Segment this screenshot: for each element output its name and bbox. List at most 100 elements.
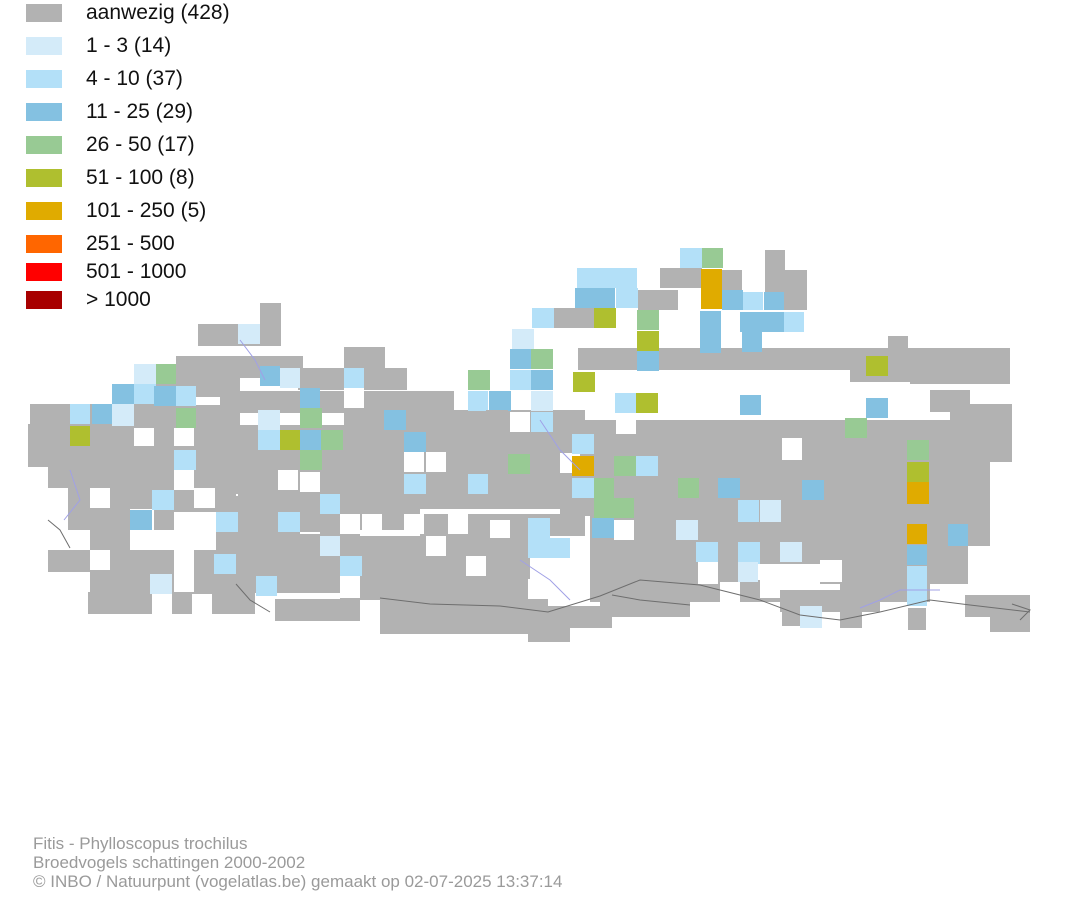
grid-cell-count — [300, 388, 320, 408]
grid-cell-count — [616, 288, 638, 308]
grid-cell-count — [800, 606, 822, 628]
grid-cell — [28, 424, 154, 446]
empty-cell — [466, 556, 486, 576]
grid-cell-count — [614, 456, 636, 476]
empty-cell — [90, 488, 110, 508]
grid-cell-count — [489, 391, 511, 411]
grid-cell-count — [92, 404, 112, 424]
empty-cell — [174, 512, 216, 550]
grid-cell-count — [134, 364, 156, 384]
legend-swatch — [26, 103, 62, 121]
grid-cell — [194, 466, 260, 488]
grid-cell-count — [134, 384, 156, 404]
grid-cell-count — [637, 351, 659, 371]
grid-cell — [580, 460, 990, 482]
grid-cell — [28, 445, 154, 467]
grid-cell-count — [738, 500, 759, 522]
grid-cell-count — [764, 292, 784, 310]
empty-cell — [236, 494, 238, 496]
grid-cell-count — [384, 410, 406, 430]
legend-label: 26 - 50 (17) — [86, 133, 195, 156]
grid-cell-count — [340, 556, 362, 576]
empty-cell — [490, 520, 510, 538]
legend-label: > 1000 — [86, 288, 151, 311]
empty-cell — [760, 578, 780, 598]
grid-cell — [910, 362, 1010, 384]
river-line — [63, 469, 940, 609]
grid-cell — [486, 410, 508, 426]
empty-cell — [404, 452, 424, 472]
grid-cell-count — [636, 456, 658, 476]
grid-cell-count — [152, 490, 174, 510]
country-border — [1011, 603, 1031, 621]
grid-cell-count — [176, 408, 196, 428]
grid-cell-count — [238, 324, 260, 344]
grid-cell-count — [637, 310, 659, 330]
grid-cell — [590, 542, 968, 564]
grid-cell-count — [260, 366, 280, 386]
grid-cell-count — [696, 542, 718, 562]
grid-cell-count — [300, 408, 322, 428]
grid-cell-count — [468, 474, 488, 494]
grid-cell — [68, 508, 130, 530]
empty-cell — [614, 520, 634, 540]
empty-cell — [174, 428, 194, 446]
grid-cell — [220, 391, 454, 413]
grid-cell-count — [575, 288, 615, 308]
empty-cell — [426, 536, 446, 556]
grid-cell — [820, 562, 968, 584]
grid-cell-count — [718, 478, 740, 498]
legend-swatch — [26, 136, 62, 154]
grid-cell — [215, 487, 560, 509]
empty-cell — [510, 412, 530, 432]
legend-label: 4 - 10 (37) — [86, 67, 183, 90]
grid-cell-count — [907, 440, 929, 460]
grid-cell — [344, 347, 385, 369]
empty-cell — [362, 514, 382, 534]
grid-cell — [554, 308, 594, 328]
grid-cell-count — [866, 398, 888, 418]
legend-swatch — [26, 4, 62, 22]
empty-cell — [192, 594, 212, 616]
grid-cell-count — [174, 450, 196, 470]
grid-cell-count — [404, 474, 426, 494]
dataset-name: Broedvogels schattingen 2000-2002 — [33, 853, 306, 872]
empty-cell — [300, 472, 320, 492]
grid-cell-count — [150, 574, 172, 594]
empty-cell — [548, 558, 568, 578]
empty-cell — [426, 452, 446, 472]
legend-swatch — [26, 263, 62, 281]
empty-cell — [782, 438, 802, 460]
grid-cell-count — [700, 311, 721, 353]
grid-cell — [888, 336, 908, 358]
legend-label: aanwezig (428) — [86, 1, 230, 24]
legend-swatch — [26, 169, 62, 187]
grid-cell-count — [738, 562, 758, 582]
legend-swatch — [26, 235, 62, 253]
grid-cell-count — [948, 524, 968, 546]
legend-label: 251 - 500 — [86, 232, 175, 255]
grid-cell-count — [615, 393, 636, 413]
grid-cell — [782, 606, 802, 626]
grid-cell-count — [594, 478, 614, 498]
grid-cell-count — [176, 386, 196, 406]
grid-cell-count — [510, 370, 531, 390]
country-border — [47, 519, 1031, 621]
grid-cell-count — [802, 480, 824, 500]
grid-cell — [172, 592, 255, 614]
grid-cell-count — [256, 576, 277, 596]
grid-cell-count — [531, 349, 553, 369]
grid-cell-count — [216, 512, 238, 532]
grid-cell-count — [508, 454, 530, 474]
grid-cell-count — [528, 518, 550, 538]
grid-cell-count — [592, 518, 614, 538]
grid-cell-count — [468, 370, 490, 390]
legend-swatch — [26, 37, 62, 55]
country-border — [235, 583, 691, 613]
grid-cell-count — [907, 545, 927, 565]
grid-cell-count — [531, 391, 553, 411]
grid-cell-count — [740, 395, 761, 415]
empty-cell — [698, 562, 718, 584]
grid-cell-count — [572, 434, 594, 454]
legend-swatch — [26, 70, 62, 88]
